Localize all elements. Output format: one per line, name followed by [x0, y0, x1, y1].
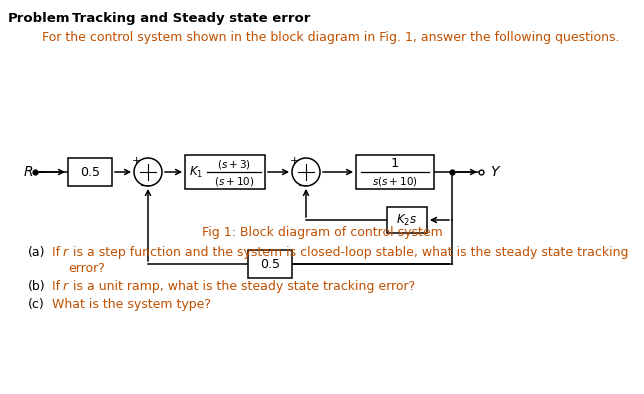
Text: Problem: Problem — [8, 12, 70, 25]
Text: 0.5: 0.5 — [80, 165, 100, 178]
Text: is a unit ramp, what is the steady state tracking error?: is a unit ramp, what is the steady state… — [69, 280, 415, 293]
Bar — [356, 155, 434, 189]
Text: (c): (c) — [28, 298, 44, 311]
Text: (a): (a) — [28, 246, 46, 259]
Text: Tracking and Steady state error: Tracking and Steady state error — [72, 12, 310, 25]
Bar — [387, 207, 427, 233]
Text: If: If — [52, 280, 64, 293]
Text: If: If — [52, 246, 64, 259]
Text: $Y$: $Y$ — [490, 165, 502, 179]
Bar — [248, 250, 292, 278]
Text: $-$: $-$ — [140, 178, 151, 191]
Bar — [68, 158, 112, 186]
Text: r: r — [63, 246, 68, 259]
Text: $-$: $-$ — [298, 178, 308, 191]
Text: For the control system shown in the block diagram in Fig. 1, answer the followin: For the control system shown in the bloc… — [42, 31, 620, 44]
Text: What is the system type?: What is the system type? — [52, 298, 211, 311]
Circle shape — [292, 158, 320, 186]
Text: $(s+10)$: $(s+10)$ — [214, 175, 254, 188]
Text: (b): (b) — [28, 280, 46, 293]
Text: $s(s+10)$: $s(s+10)$ — [372, 175, 418, 188]
Bar — [185, 155, 265, 189]
Circle shape — [134, 158, 162, 186]
Text: $K_2s$: $K_2s$ — [397, 212, 417, 228]
Text: r: r — [63, 280, 68, 293]
Text: $(s+3)$: $(s+3)$ — [217, 158, 251, 171]
Text: is a step function and the system is closed-loop stable, what is the steady stat: is a step function and the system is clo… — [69, 246, 629, 259]
Text: Fig 1: Block diagram of control system: Fig 1: Block diagram of control system — [202, 226, 442, 239]
Text: $1$: $1$ — [390, 156, 400, 169]
Text: $R$: $R$ — [23, 165, 33, 179]
Text: $K_1$: $K_1$ — [189, 164, 203, 180]
Text: +: + — [131, 156, 140, 166]
Text: 0.5: 0.5 — [260, 258, 280, 271]
Text: +: + — [289, 156, 299, 166]
Text: error?: error? — [68, 262, 105, 275]
